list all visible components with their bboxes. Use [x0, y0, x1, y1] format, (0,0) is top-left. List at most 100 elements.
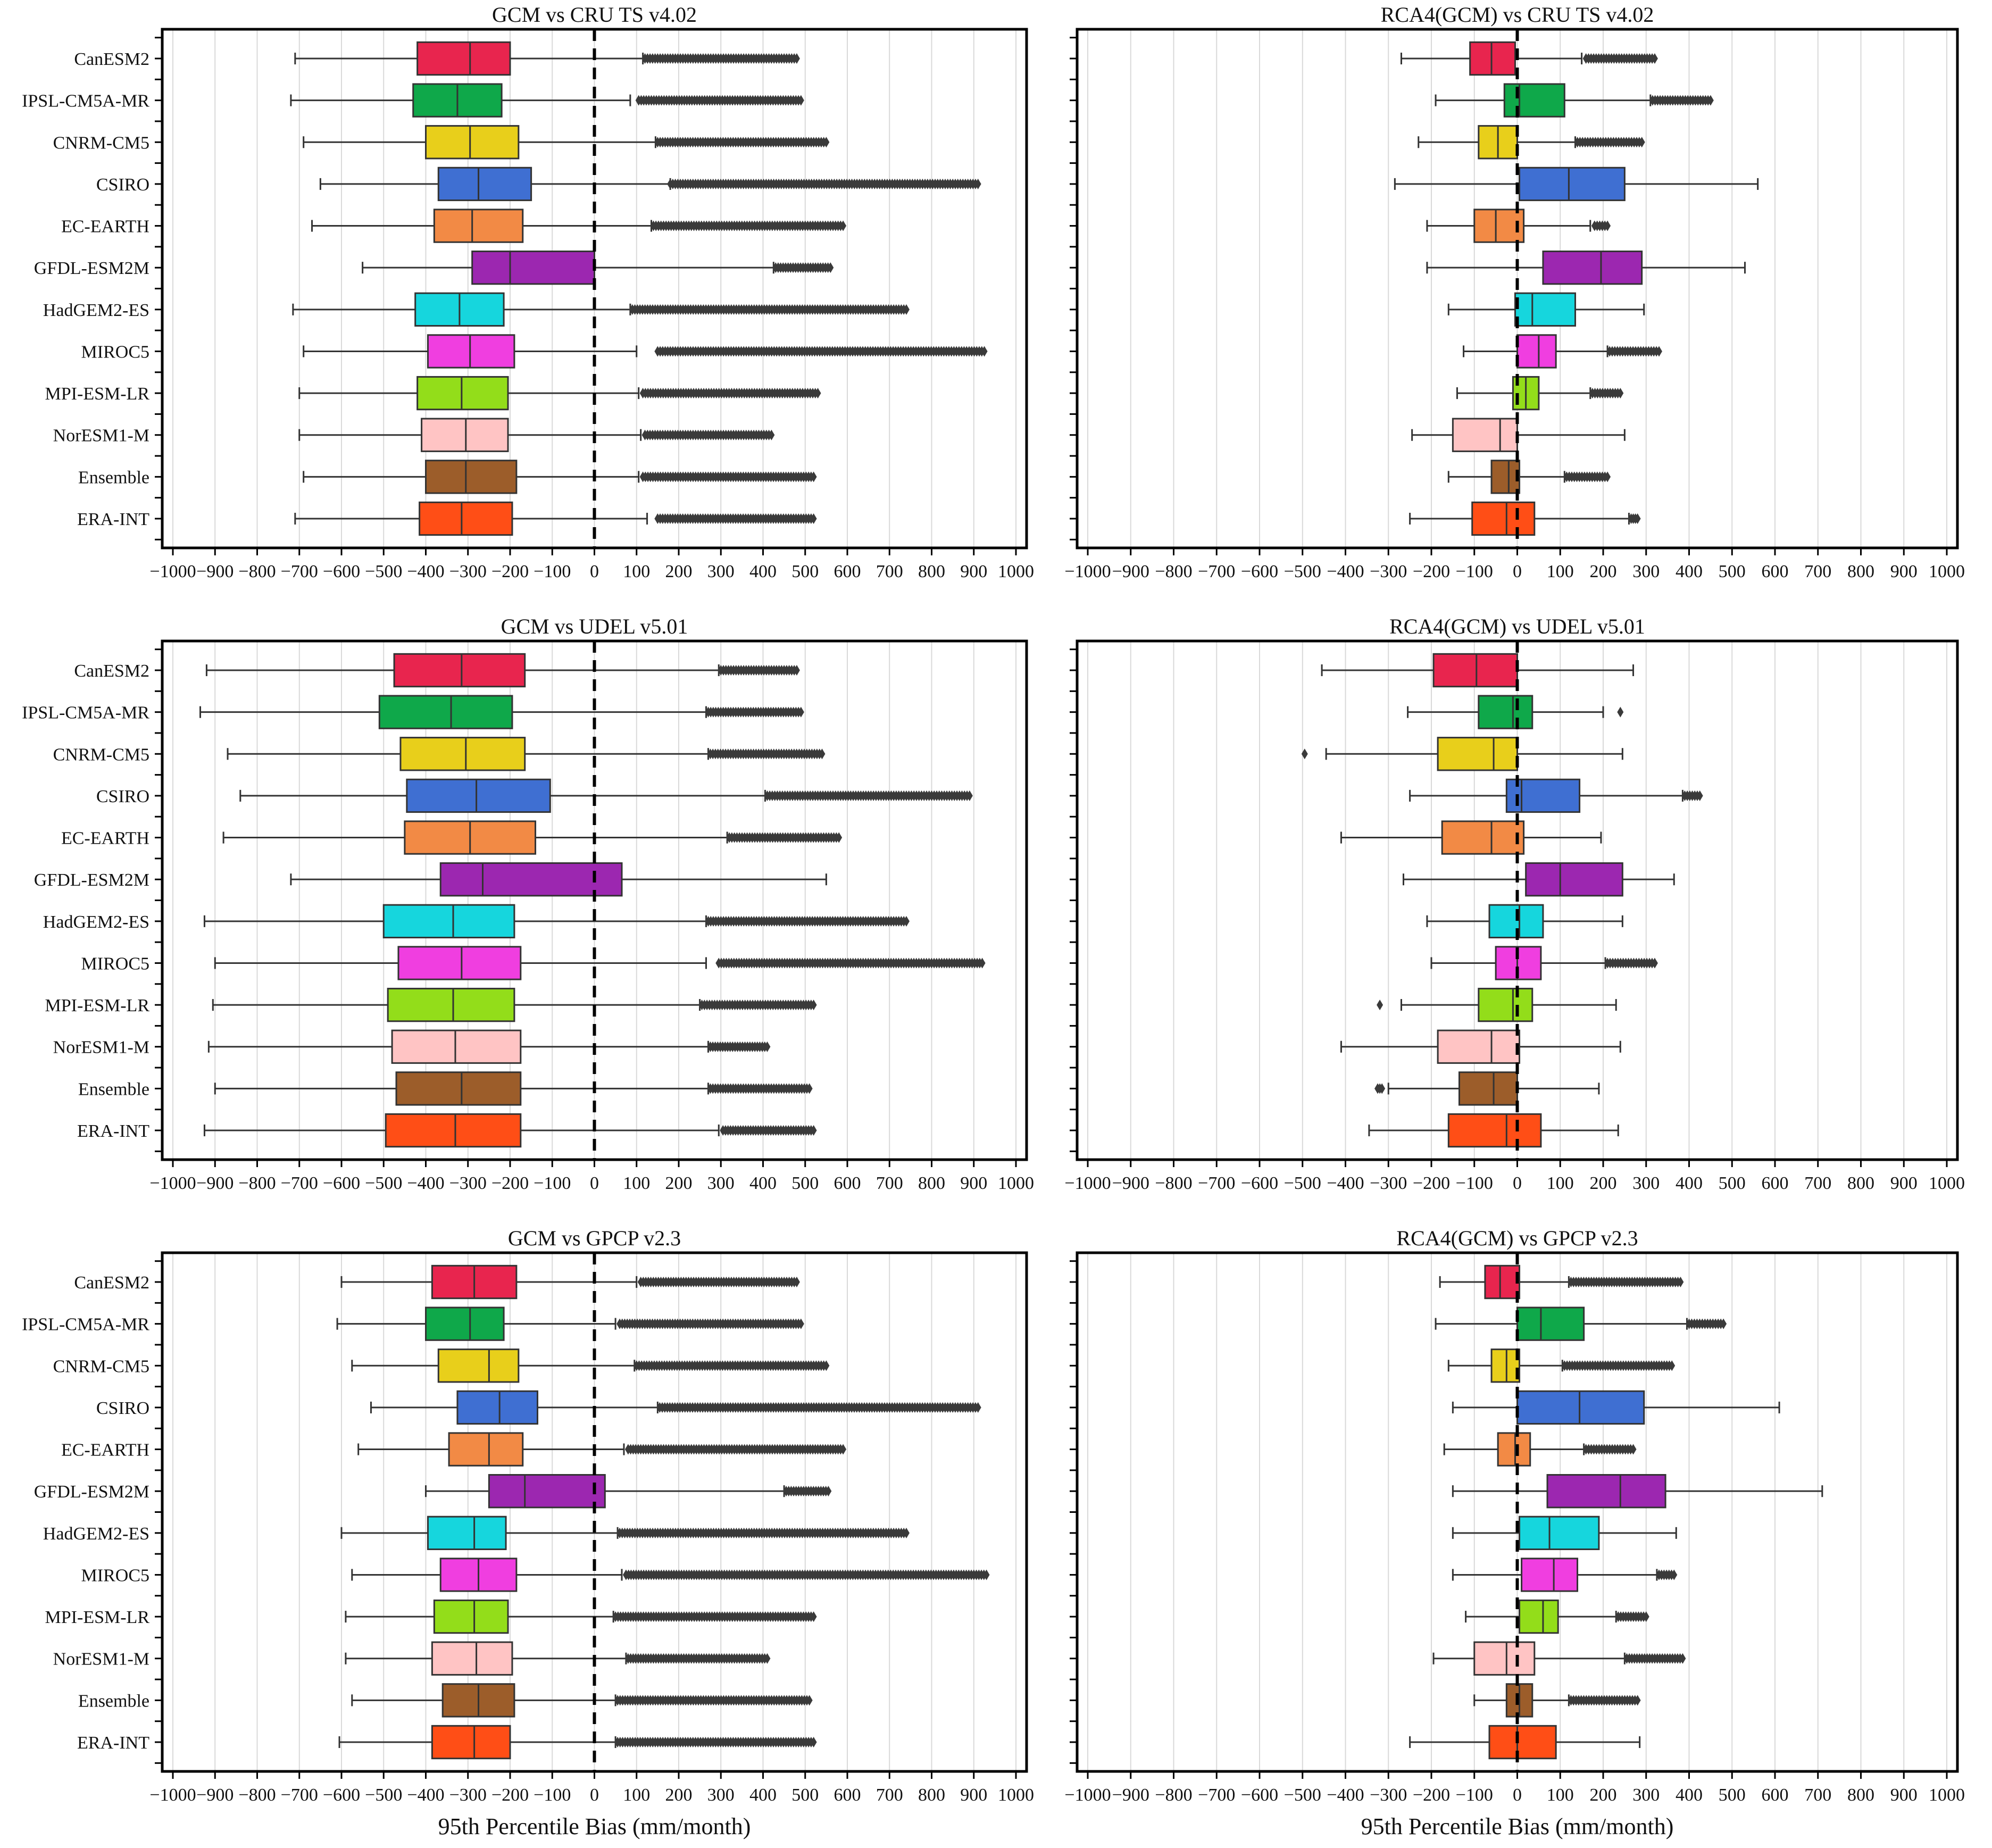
x-tick-label: −200: [1413, 1173, 1450, 1193]
outlier-point: [797, 95, 804, 106]
x-tick-label: 800: [918, 1785, 945, 1805]
outliers: [705, 706, 804, 718]
iqr-box: [1525, 862, 1623, 897]
x-tick-label: 500: [791, 562, 819, 581]
x-tick-label: −900: [196, 562, 234, 581]
x-tick-label: −400: [407, 1173, 444, 1193]
x-tick-label: −100: [1456, 1173, 1493, 1193]
x-tick-label: 300: [1632, 562, 1660, 581]
x-tick-label: −700: [1198, 1173, 1235, 1193]
box-hadgem2-es: HadGEM2-ES: [43, 292, 910, 327]
iqr-box: [1473, 1641, 1536, 1676]
outlier-point: [1630, 1444, 1637, 1455]
x-tick-label: −100: [534, 562, 571, 581]
outlier-point: [1379, 1083, 1386, 1094]
x-tick-label: −700: [1198, 1785, 1235, 1805]
iqr-box: [406, 778, 551, 813]
panel-1: GCM vs CRU TS v4.02−1000 −900 −800 −700 −600…: [22, 3, 1034, 581]
outlier-point: [836, 832, 843, 843]
box-noresm1-m: [1070, 418, 1626, 452]
outlier-point: [974, 178, 981, 189]
outliers: [641, 53, 800, 64]
outliers: [616, 1527, 910, 1538]
x-tick-label: 1000: [1929, 1785, 1965, 1805]
iqr-box: [378, 695, 513, 729]
x-tick-label: −1000: [149, 1173, 196, 1193]
x-tick-label: 1000: [1929, 562, 1965, 581]
box-ec-earth: [1070, 1432, 1637, 1467]
x-tick-label: −1000: [1064, 1785, 1111, 1805]
iqr-box: [1546, 1474, 1666, 1509]
outliers: [783, 1486, 832, 1497]
box-canesm2: [1070, 1264, 1684, 1300]
x-tick-label: −300: [449, 562, 487, 581]
x-tick-label: 600: [1762, 1785, 1789, 1805]
x-tick-label: 500: [791, 1785, 819, 1805]
x-tick-label: −100: [534, 1785, 571, 1805]
iqr-box: [1497, 1432, 1531, 1467]
x-tick-label: −900: [1112, 1785, 1149, 1805]
x-tick-label: 900: [1890, 1173, 1918, 1193]
box-era-int: ERA-INT: [77, 1113, 817, 1148]
model-label: HadGEM2-ES: [43, 912, 149, 932]
box-hadgem2-es: HadGEM2-ES: [43, 904, 910, 938]
box-gfdl-esm2m: [1070, 862, 1675, 897]
outlier-point: [1604, 220, 1611, 231]
outliers: [1617, 706, 1624, 718]
iqr-box: [1437, 737, 1519, 771]
iqr-box: [471, 251, 595, 285]
box-gfdl-esm2m: GFDL-ESM2M: [34, 1474, 832, 1509]
box-hadgem2-es: [1070, 292, 1645, 327]
x-tick-label: −600: [323, 1173, 360, 1193]
outliers: [656, 1402, 981, 1413]
iqr-box: [1437, 1029, 1521, 1064]
box-ensemble: [1070, 1071, 1600, 1106]
outlier-point: [1679, 1653, 1686, 1664]
box-noresm1-m: NorESM1-M: [53, 1641, 771, 1676]
outlier-point: [819, 748, 826, 760]
outlier-point: [1671, 1569, 1678, 1580]
x-tick-label: −1000: [1064, 562, 1111, 581]
model-label: CanESM2: [74, 49, 149, 69]
model-label: CNRM-CM5: [53, 745, 149, 764]
x-tick-label: 0: [590, 1173, 599, 1193]
x-tick-label: 300: [707, 1785, 735, 1805]
outliers: [1686, 1318, 1727, 1329]
model-label: NorESM1-M: [53, 426, 149, 446]
outliers: [1561, 1360, 1676, 1371]
x-tick-label: 100: [1547, 562, 1574, 581]
model-label: CanESM2: [74, 661, 149, 681]
box-ensemble: [1070, 460, 1611, 494]
outlier-point: [979, 958, 986, 969]
iqr-box: [1516, 1306, 1585, 1341]
box-ipsl-cm5a-mr: IPSL-CM5A-MR: [22, 1306, 804, 1341]
x-tick-label: 300: [707, 1173, 735, 1193]
model-label: HadGEM2-ES: [43, 1524, 149, 1544]
x-tick-label: −700: [281, 562, 318, 581]
x-tick-label: 0: [590, 1785, 599, 1805]
box-csiro: [1070, 778, 1703, 813]
outlier-point: [768, 429, 775, 440]
outliers: [1568, 1695, 1641, 1706]
x-tick-label: −400: [1327, 1785, 1364, 1805]
box-noresm1-m: NorESM1-M: [53, 1029, 771, 1064]
iqr-box: [1432, 653, 1519, 688]
panel-3: GCM vs UDEL v5.01−1000 −900 −800 −700 −600 −5…: [22, 614, 1034, 1193]
x-tick-label: 500: [1719, 1785, 1746, 1805]
outliers: [1591, 220, 1611, 231]
panel-title: GCM vs UDEL v5.01: [501, 614, 688, 638]
x-tick-label: −800: [238, 1173, 276, 1193]
x-tick-label: 200: [1590, 1785, 1617, 1805]
iqr-box: [1519, 1599, 1559, 1634]
panel-title: RCA4(GCM) vs CRU TS v4.02: [1381, 3, 1654, 27]
x-tick-label: 400: [1676, 562, 1703, 581]
iqr-box: [1519, 167, 1626, 202]
x-tick-label: 400: [1676, 1173, 1703, 1193]
iqr-box: [433, 209, 524, 243]
box-ec-earth: EC-EARTH: [61, 209, 847, 243]
outliers: [614, 1695, 813, 1706]
outliers: [1628, 513, 1641, 524]
outliers: [1582, 1444, 1637, 1455]
iqr-box: [1473, 209, 1525, 243]
